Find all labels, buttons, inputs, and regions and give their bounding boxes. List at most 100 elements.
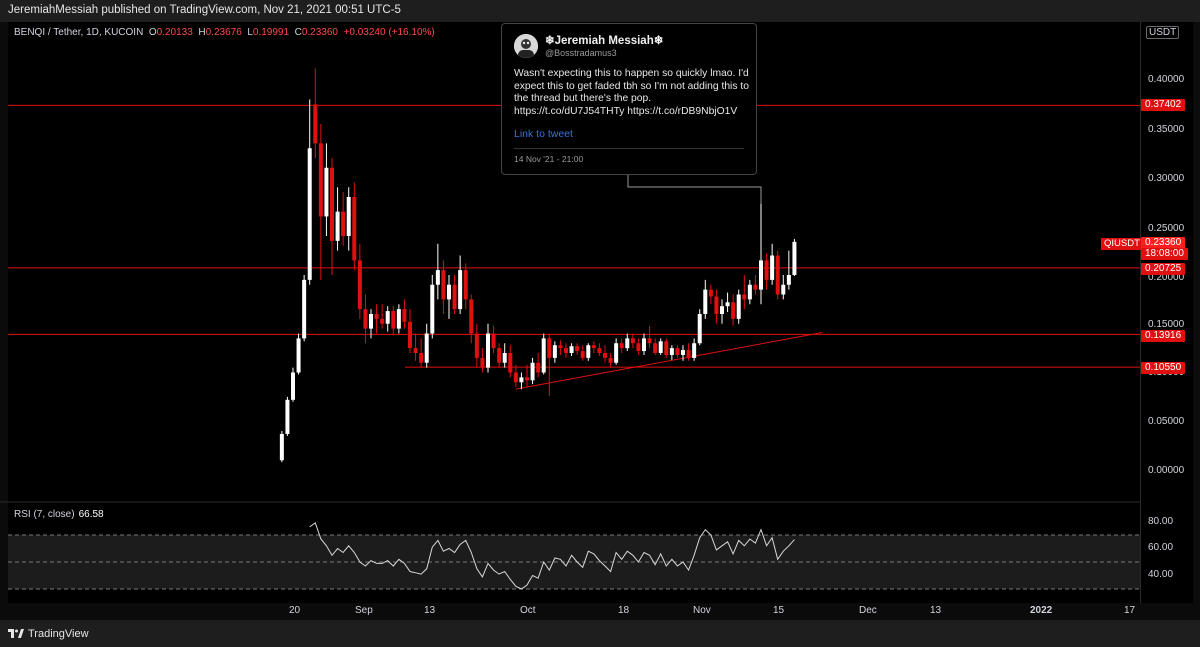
candle (602, 353, 607, 358)
time-tick: Oct (520, 605, 536, 616)
live-symbol-badge: QIUSDT (1101, 238, 1143, 250)
open-label: O (148, 27, 157, 38)
candle (458, 270, 463, 310)
publish-header: JeremiahMessiah published on TradingView… (0, 0, 1200, 22)
candle (597, 348, 602, 353)
candle (608, 357, 613, 363)
tweet-callout: ❄Jeremiah Messiah❄ @Bosstradamus3 Wasn't… (501, 23, 757, 175)
candle (647, 338, 652, 344)
candle (636, 343, 641, 352)
candle (552, 345, 557, 358)
candle (580, 351, 585, 358)
candle (335, 211, 340, 241)
candle (664, 341, 669, 355)
candle (792, 241, 797, 275)
candle (430, 284, 435, 334)
candle (753, 284, 758, 290)
tweet-author-name: Jeremiah Messiah (554, 35, 654, 47)
price-axis[interactable] (1140, 22, 1193, 603)
candle (508, 353, 513, 373)
candle (285, 399, 290, 434)
currency-selector[interactable]: USDT (1146, 26, 1180, 39)
rsi-line (309, 522, 795, 590)
candle (530, 362, 535, 381)
candle (513, 372, 518, 383)
candle (357, 260, 362, 310)
candle (352, 197, 357, 261)
callout-connector (627, 173, 762, 204)
low-label: L (247, 27, 253, 38)
snowflake-icon: ❄ (545, 35, 555, 47)
rsi-legend: RSI (7, close) 66.58 (14, 509, 104, 520)
candle (619, 343, 624, 349)
candle (324, 167, 329, 217)
tweet-text: Wasn't expecting this to happen so quick… (514, 68, 749, 117)
candle (725, 302, 730, 307)
low-value: 0.19991 (252, 27, 290, 38)
high-label: H (198, 27, 206, 38)
time-tick: 15 (773, 605, 785, 616)
candle (491, 333, 496, 349)
candle (469, 299, 474, 334)
footer-bar (0, 620, 1200, 647)
candle (764, 260, 769, 280)
candle (391, 311, 396, 329)
candle (625, 338, 630, 349)
rsi-value: 66.58 (78, 509, 104, 520)
candle (541, 338, 546, 373)
price-tick: 0.05000 (1148, 416, 1185, 427)
level-label-4: 0.10550 (1141, 362, 1186, 374)
price-tick: 0.40000 (1148, 74, 1185, 85)
candle (341, 211, 346, 236)
candle (296, 338, 301, 373)
candle (302, 279, 307, 339)
candle (775, 255, 780, 295)
candle (413, 348, 418, 353)
candle (346, 197, 351, 236)
candle (368, 314, 373, 329)
time-tick: 13 (424, 605, 436, 616)
time-tick: 2022 (1030, 605, 1053, 616)
divider (514, 148, 744, 149)
rsi-label: RSI (7, close) (14, 509, 75, 520)
candle (736, 294, 741, 319)
candle (747, 284, 752, 300)
time-tick: 20 (289, 605, 301, 616)
tweet-date: 14 Nov '21 - 21:00 (514, 154, 584, 164)
candle (374, 314, 379, 319)
time-tick: Nov (693, 605, 711, 616)
time-tick: Sep (355, 605, 373, 616)
candle (641, 338, 646, 352)
level-label-1: 0.37402 (1141, 99, 1186, 111)
price-tick: 0.00000 (1148, 465, 1185, 476)
candle (291, 372, 295, 400)
tradingview-logo[interactable]: TradingView (8, 628, 89, 640)
candle (719, 306, 724, 314)
candle (441, 270, 446, 300)
candle (658, 341, 663, 353)
candle (653, 343, 658, 353)
candle (519, 377, 524, 383)
level-label-3: 0.13916 (1141, 330, 1186, 342)
candle (402, 309, 407, 322)
price-tick: 0.25000 (1148, 223, 1185, 234)
high-value: 0.23676 (205, 27, 242, 38)
candle (446, 284, 451, 300)
candle (363, 309, 368, 329)
snowflake-icon: ❄ (653, 35, 664, 47)
candle (786, 275, 791, 285)
tweet-link[interactable]: Link to tweet (514, 128, 573, 140)
publish-info: JeremiahMessiah published on TradingView… (8, 4, 401, 16)
tweet-author: ❄Jeremiah Messiah❄ (545, 33, 663, 47)
live-price-label: 0.23360 (1141, 237, 1186, 249)
candle (452, 284, 457, 310)
candle (758, 260, 763, 290)
candle (569, 346, 574, 353)
rsi-tick: 80.00 (1148, 516, 1174, 527)
candle (480, 357, 485, 368)
close-value: 0.23360 (301, 27, 338, 38)
candle (675, 348, 680, 355)
open-value: 0.20133 (156, 27, 193, 38)
candle (396, 309, 401, 329)
